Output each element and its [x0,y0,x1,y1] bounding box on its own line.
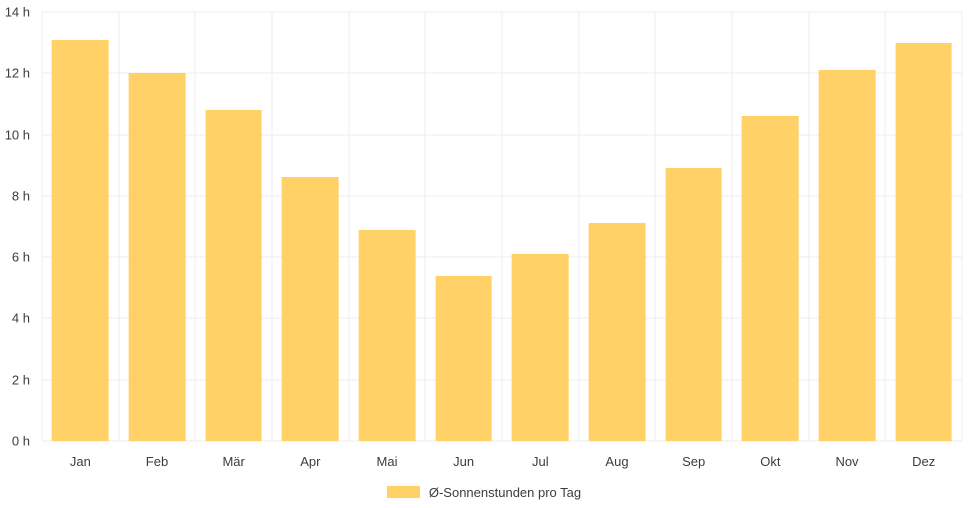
x-tick-label: Okt [760,454,781,469]
gridline-vertical [424,12,426,441]
gridline-vertical [961,12,963,441]
gridline-vertical [731,12,733,441]
gridline-vertical [808,12,810,441]
x-tick-label: Aug [605,454,629,469]
bar-Jul[interactable] [511,254,569,441]
x-tick-label: Sep [682,454,706,469]
x-tick-label: Apr [300,454,321,469]
legend-label: Ø-Sonnenstunden pro Tag [428,484,582,500]
bar-Okt[interactable] [741,116,799,441]
bar-Feb[interactable] [128,73,186,441]
y-tick-label: 4 h [11,310,30,326]
bar-Apr[interactable] [281,177,339,441]
y-tick-label: 6 h [11,249,30,265]
gridline-vertical [271,12,273,441]
x-tick-label: Nov [835,454,859,469]
bar-Dez[interactable] [895,42,953,441]
bar-Sep[interactable] [665,168,723,441]
gridline-vertical [501,12,503,441]
y-tick-label: 12 h [4,65,30,81]
gridline-vertical [194,12,196,441]
y-tick-label: 14 h [4,4,30,20]
x-tick-label: Mär [222,454,245,469]
x-axis: Jan Feb Mär Apr Mai Jun Jul Aug Sep Okt Nov Dez [42,452,962,472]
bar-Mai[interactable] [358,229,416,441]
x-tick-label: Jul [532,454,549,469]
bar-Mär[interactable] [205,110,263,441]
gridline-vertical [578,12,580,441]
x-tick-label: Mai [376,454,398,469]
legend-item[interactable]: Ø-Sonnenstunden pro Tag [0,483,968,501]
bar-Nov[interactable] [818,70,876,441]
bar-Aug[interactable] [588,223,646,441]
gridline-horizontal [42,440,962,442]
y-tick-label: 0 h [11,433,30,449]
x-tick-label: Feb [145,454,169,469]
gridline-vertical [348,12,350,441]
y-axis: 0 h 2 h 4 h 6 h 8 h 10 h 12 h 14 h [0,5,36,449]
y-tick-label: 10 h [4,127,30,143]
bar-Jun[interactable] [435,275,493,441]
y-tick-label: 2 h [11,372,30,388]
gridline-vertical [118,12,120,441]
gridline-vertical [654,12,656,441]
x-tick-label: Jun [453,454,475,469]
legend-swatch-icon [386,486,420,498]
plot-area [41,11,963,442]
x-tick-label: Dez [912,454,936,469]
bar-Jan[interactable] [51,39,109,441]
x-tick-label: Jan [69,454,91,469]
gridline-vertical [41,12,43,441]
gridline-vertical [884,12,886,441]
y-tick-label: 8 h [11,188,30,204]
